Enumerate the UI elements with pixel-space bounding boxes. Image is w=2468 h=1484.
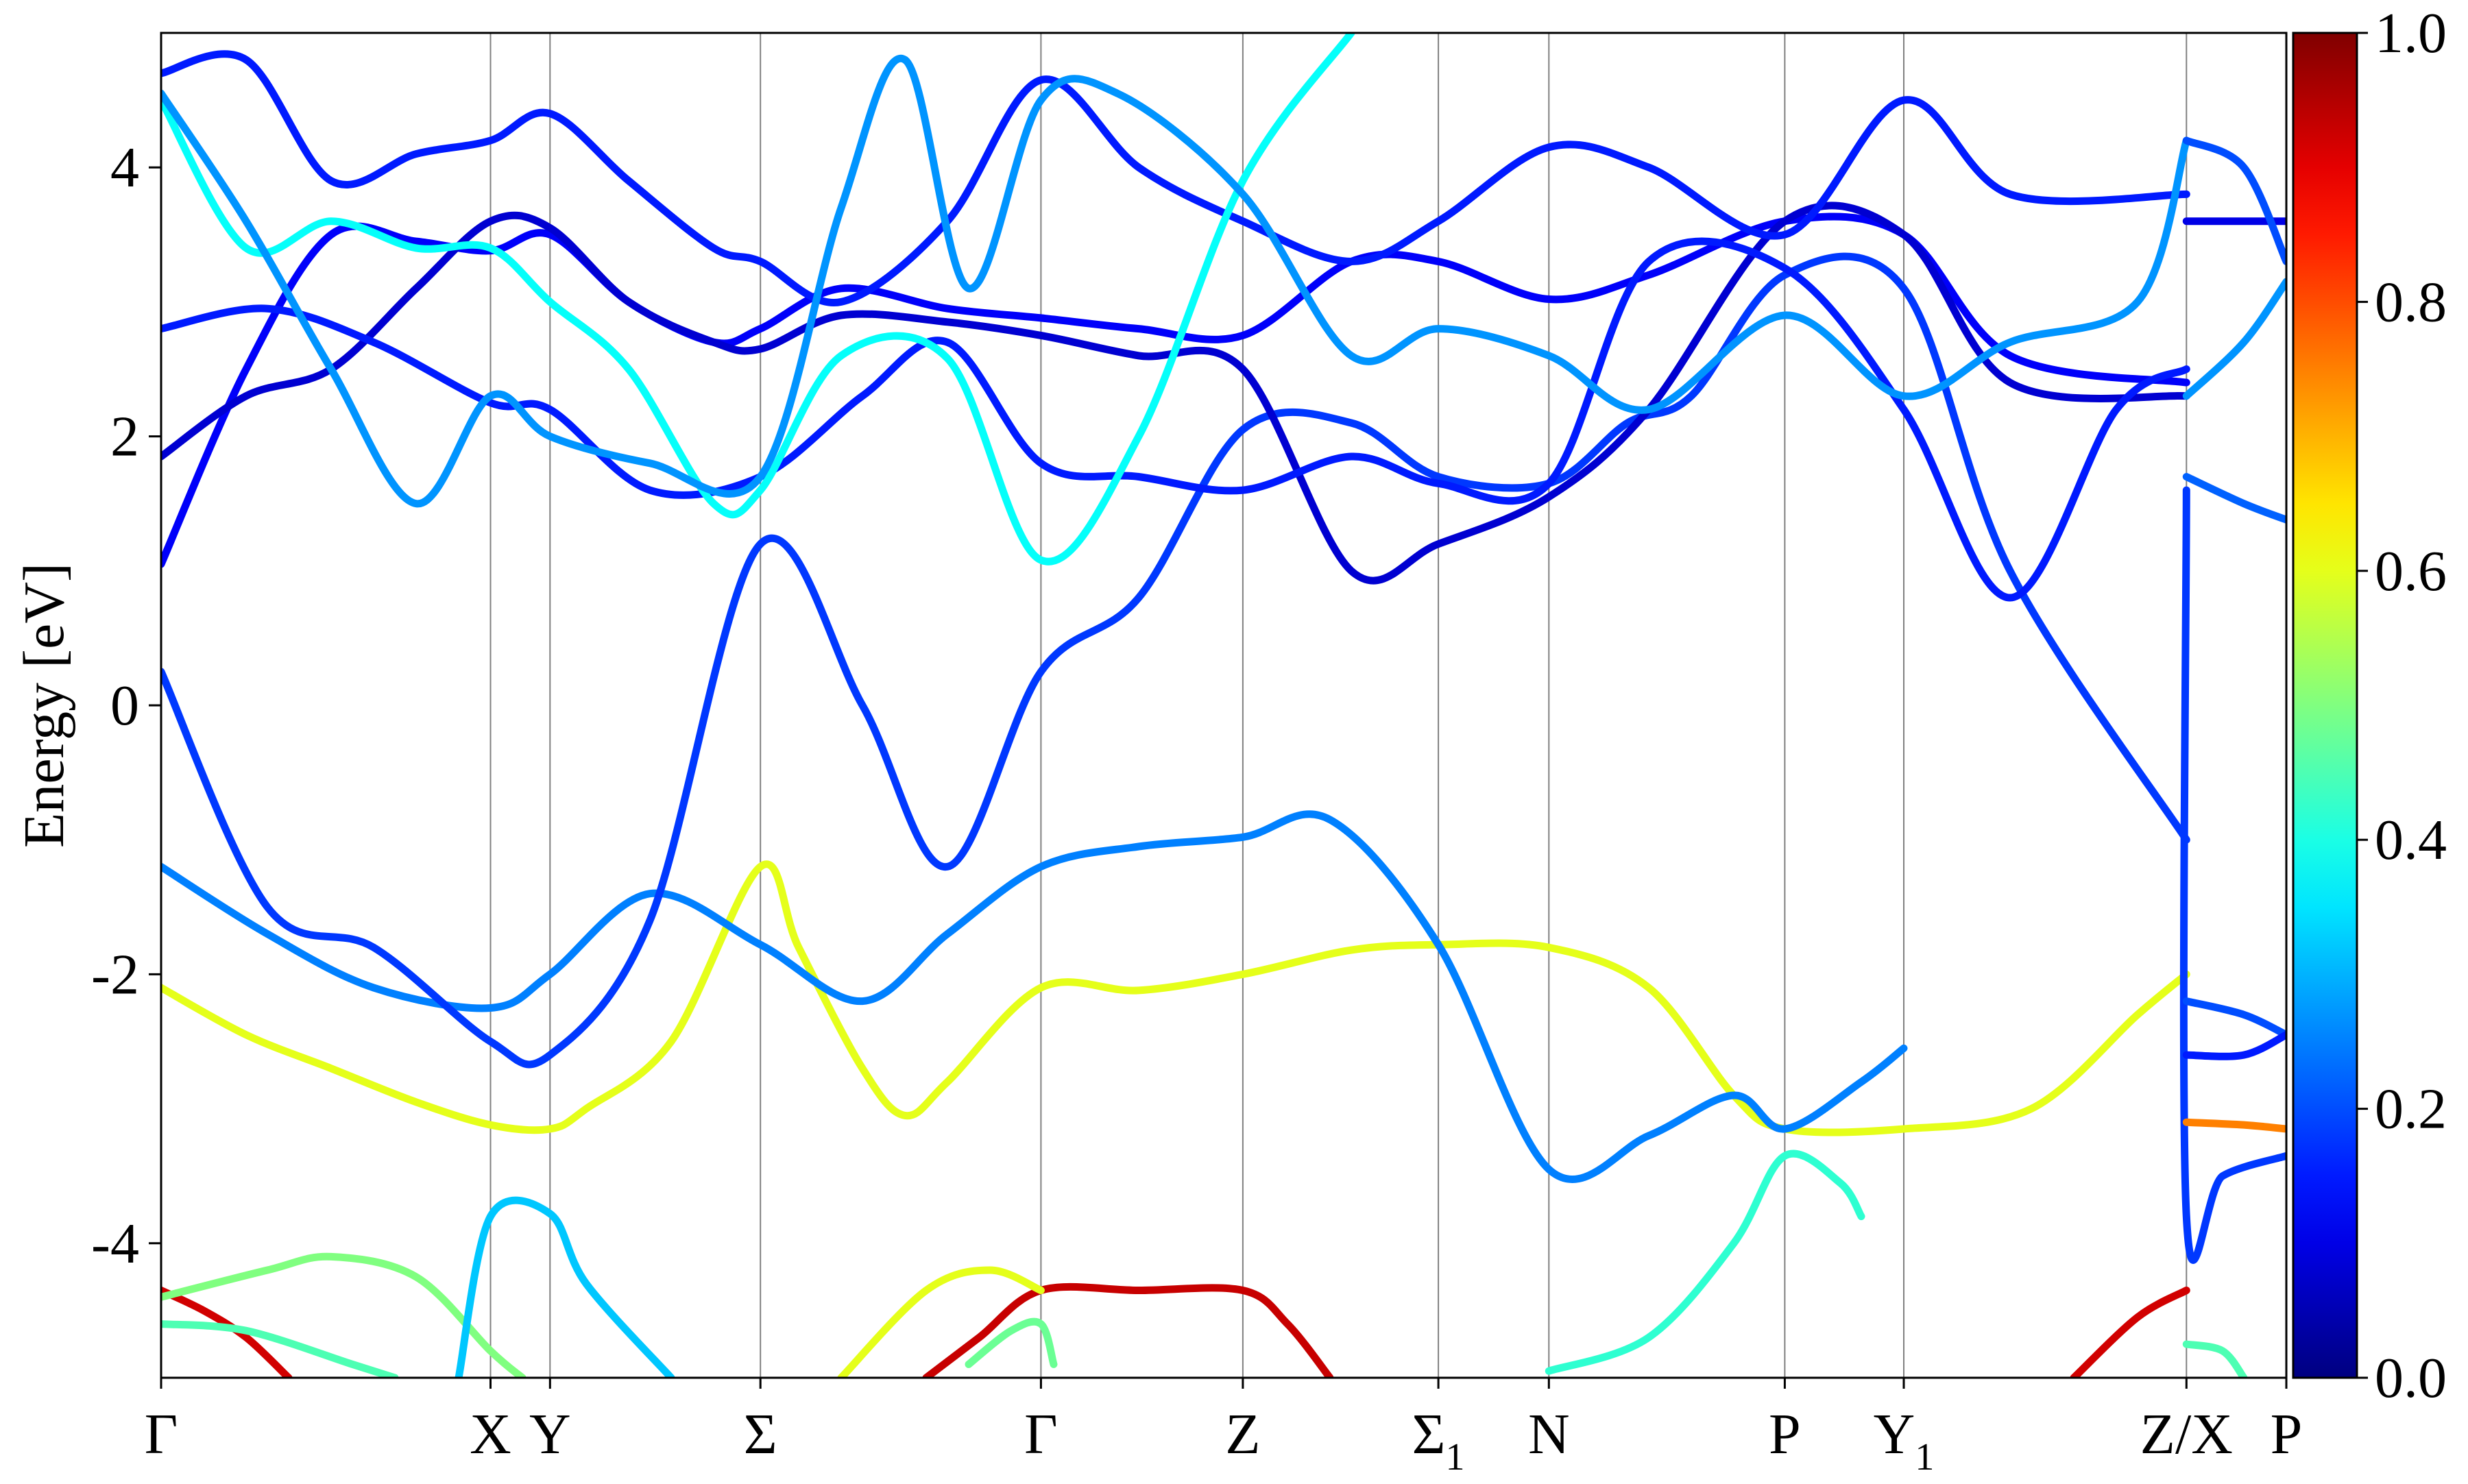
colorbar-tick-label: 0.6 <box>2375 539 2447 603</box>
x-tick-label: Y <box>529 1402 571 1466</box>
band-line <box>2182 1031 2286 1060</box>
band-line <box>965 1317 1058 1368</box>
x-tick-label: Σ1 <box>1412 1402 1465 1479</box>
colorbar-tick-label: 0.8 <box>2375 270 2447 334</box>
band-line <box>2182 997 2286 1039</box>
x-tick-label: Y1 <box>1874 1402 1935 1479</box>
band-line <box>922 1282 1334 1378</box>
y-tick-label: -2 <box>91 942 139 1006</box>
band-lines <box>161 33 2286 1378</box>
x-tick-label: Z/X <box>2140 1402 2233 1466</box>
x-tick-label: Z <box>1225 1402 1260 1466</box>
x-tick-label: P <box>1769 1402 1801 1466</box>
band-line <box>2182 473 2286 524</box>
colorbar-tick-label: 0.4 <box>2375 808 2447 872</box>
y-tick-label: 0 <box>110 674 139 738</box>
band-line <box>161 810 1908 1183</box>
colorbar-tick-label: 1.0 <box>2375 1 2447 65</box>
colorbar-tick-label: 0.0 <box>2375 1346 2447 1410</box>
x-tick-label: Γ <box>145 1402 178 1466</box>
x-tick-label: N <box>1528 1402 1570 1466</box>
band-line <box>161 33 1355 565</box>
band-line <box>2179 486 2286 1264</box>
band-line <box>2182 1340 2248 1378</box>
y-tick-label: -4 <box>91 1212 139 1276</box>
band-line <box>161 54 2190 508</box>
colorbar <box>2292 32 2358 1379</box>
band-line <box>2182 1118 2286 1133</box>
band-line <box>161 860 2190 1136</box>
band-line <box>837 1266 1045 1378</box>
y-axis-label: Energy [eV] <box>12 563 76 848</box>
kpoint-gridlines <box>489 33 2188 1378</box>
band-line <box>1545 1150 1865 1375</box>
band-line <box>161 50 2190 307</box>
plot-frame <box>160 32 2288 1379</box>
x-tick-label: P <box>2271 1402 2303 1466</box>
x-axis-ticks: Γ X Y Σ Γ Z Σ1 N P Y1 Z/X P <box>145 1378 2303 1479</box>
x-tick-label: X <box>470 1402 511 1466</box>
y-tick-label: 4 <box>110 136 139 199</box>
band-line <box>161 1320 399 1378</box>
band-line <box>161 252 2190 1069</box>
y-tick-label: 2 <box>110 405 139 469</box>
colorbar-ticks: 0.0 0.2 0.4 0.6 0.8 1.0 <box>2357 1 2447 1410</box>
band-line <box>161 202 2190 585</box>
band-line <box>2182 278 2286 400</box>
band-line <box>455 1196 675 1378</box>
x-tick-label: Σ <box>744 1402 777 1466</box>
x-tick-label: Γ <box>1024 1402 1058 1466</box>
band-line <box>161 1252 527 1378</box>
colorbar-tick-label: 0.2 <box>2375 1078 2447 1141</box>
band-line <box>2070 1287 2190 1378</box>
y-axis-ticks: -4 -2 0 2 4 <box>91 136 161 1276</box>
band-line <box>2182 136 2286 265</box>
band-line <box>161 237 2190 602</box>
